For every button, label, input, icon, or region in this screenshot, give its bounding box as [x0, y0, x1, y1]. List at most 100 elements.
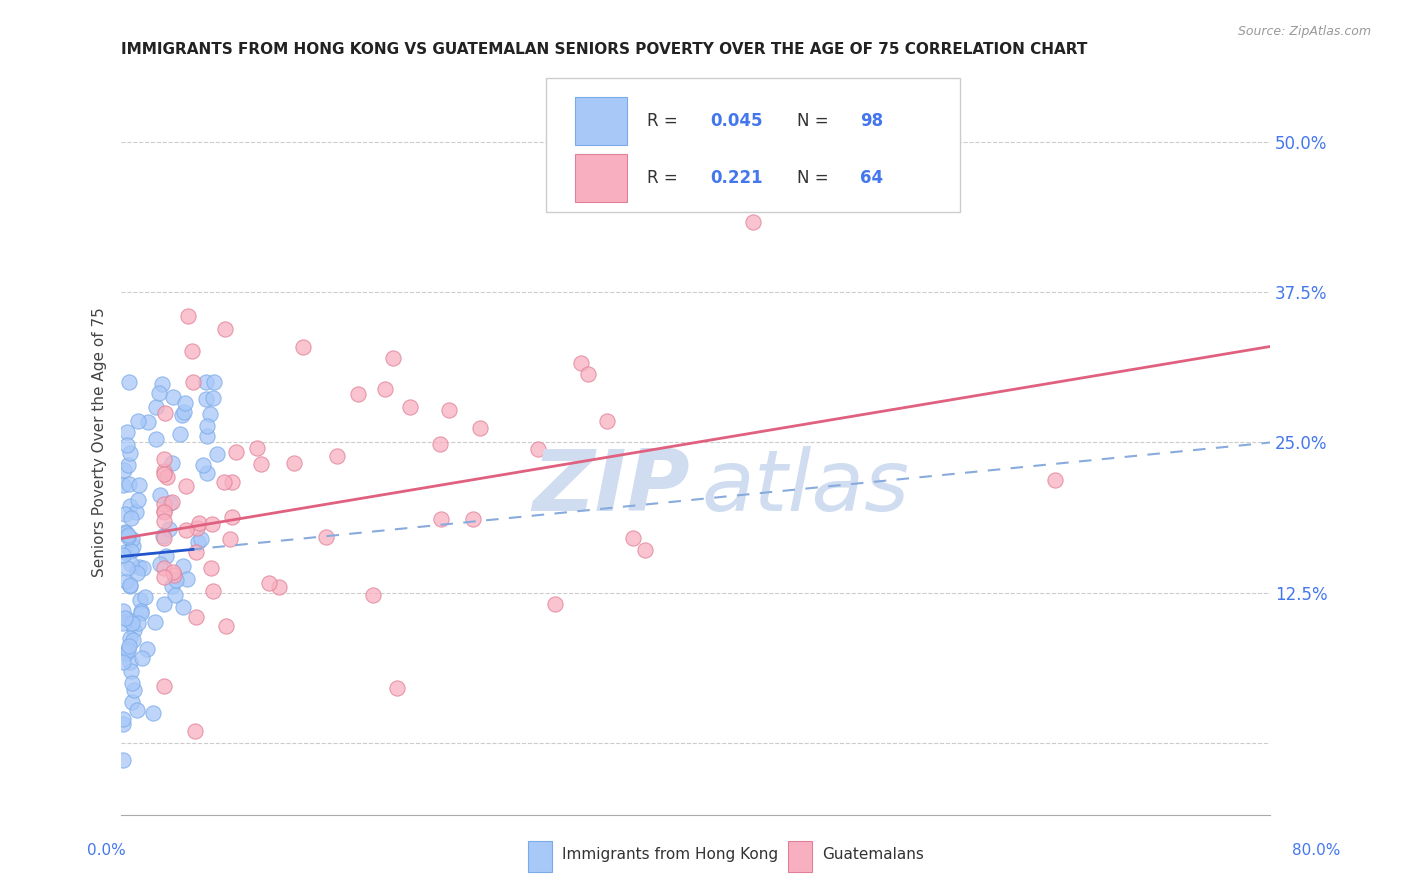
Point — [127, 415, 149, 429]
Point — [621, 531, 644, 545]
Point — [527, 442, 550, 456]
Point — [162, 390, 184, 404]
Point — [741, 215, 763, 229]
Point — [117, 527, 139, 541]
Point — [221, 475, 243, 490]
Point — [176, 572, 198, 586]
Point — [129, 604, 152, 618]
Point — [114, 524, 136, 539]
Point — [159, 496, 181, 510]
Point — [120, 664, 142, 678]
Point — [134, 591, 156, 605]
Point — [398, 401, 420, 415]
Point — [1043, 474, 1066, 488]
Point — [114, 525, 136, 540]
Point — [162, 565, 184, 579]
Point — [225, 444, 247, 458]
Point — [128, 592, 150, 607]
Point — [315, 530, 337, 544]
Point — [131, 650, 153, 665]
Point — [468, 420, 491, 434]
Text: R =: R = — [648, 169, 689, 187]
Point — [177, 309, 200, 323]
Point — [326, 449, 349, 463]
Point — [125, 566, 148, 580]
Point — [111, 478, 134, 492]
Point — [121, 676, 143, 690]
Point — [118, 376, 141, 390]
Point — [596, 414, 619, 428]
Point — [153, 504, 176, 518]
Point — [387, 681, 409, 696]
Text: 80.0%: 80.0% — [1292, 843, 1340, 858]
Point — [124, 505, 146, 519]
Point — [127, 616, 149, 631]
Point — [120, 655, 142, 669]
Point — [174, 479, 197, 493]
Point — [114, 507, 136, 521]
Point — [194, 392, 217, 406]
Text: 0.221: 0.221 — [710, 169, 763, 187]
Point — [184, 545, 207, 559]
Point — [153, 531, 176, 545]
Text: 0.0%: 0.0% — [87, 843, 127, 858]
Point — [127, 703, 149, 717]
Point — [429, 437, 451, 451]
Point — [163, 588, 186, 602]
Point — [571, 356, 593, 370]
Text: Guatemalans: Guatemalans — [823, 847, 924, 862]
Point — [218, 532, 240, 546]
Point — [129, 607, 152, 621]
Point — [153, 597, 176, 611]
Point — [155, 549, 177, 564]
Point — [121, 696, 143, 710]
Point — [187, 535, 209, 549]
Point — [124, 623, 146, 637]
Point — [207, 447, 229, 461]
FancyBboxPatch shape — [575, 154, 627, 202]
Point — [193, 458, 215, 472]
Point — [122, 633, 145, 648]
Point — [201, 517, 224, 532]
Point — [153, 497, 176, 511]
Point — [153, 464, 176, 478]
Text: Immigrants from Hong Kong: Immigrants from Hong Kong — [562, 847, 779, 862]
Point — [221, 509, 243, 524]
Point — [576, 368, 599, 382]
Point — [117, 560, 139, 574]
Point — [112, 463, 135, 477]
Text: 98: 98 — [860, 112, 883, 130]
Point — [173, 395, 195, 409]
Point — [346, 387, 368, 401]
FancyBboxPatch shape — [547, 78, 960, 211]
Text: ZIP: ZIP — [533, 446, 690, 529]
Point — [118, 631, 141, 645]
Point — [117, 642, 139, 657]
Point — [155, 406, 177, 420]
Point — [250, 457, 273, 471]
Text: atlas: atlas — [702, 446, 910, 529]
Point — [283, 456, 305, 470]
Point — [120, 544, 142, 558]
Point — [544, 597, 567, 611]
Point — [120, 578, 142, 592]
Point — [186, 521, 208, 535]
Point — [381, 351, 404, 366]
Point — [136, 416, 159, 430]
Point — [153, 561, 176, 575]
Point — [195, 418, 218, 433]
Point — [173, 405, 195, 419]
Point — [162, 495, 184, 509]
Point — [118, 639, 141, 653]
Point — [115, 438, 138, 452]
Point — [160, 579, 183, 593]
Point — [115, 574, 138, 588]
Point — [181, 375, 204, 389]
Point — [117, 458, 139, 472]
Text: R =: R = — [648, 112, 683, 130]
Point — [200, 561, 222, 575]
Point — [121, 616, 143, 631]
Point — [118, 613, 141, 627]
Text: 64: 64 — [860, 169, 883, 187]
Point — [202, 583, 225, 598]
